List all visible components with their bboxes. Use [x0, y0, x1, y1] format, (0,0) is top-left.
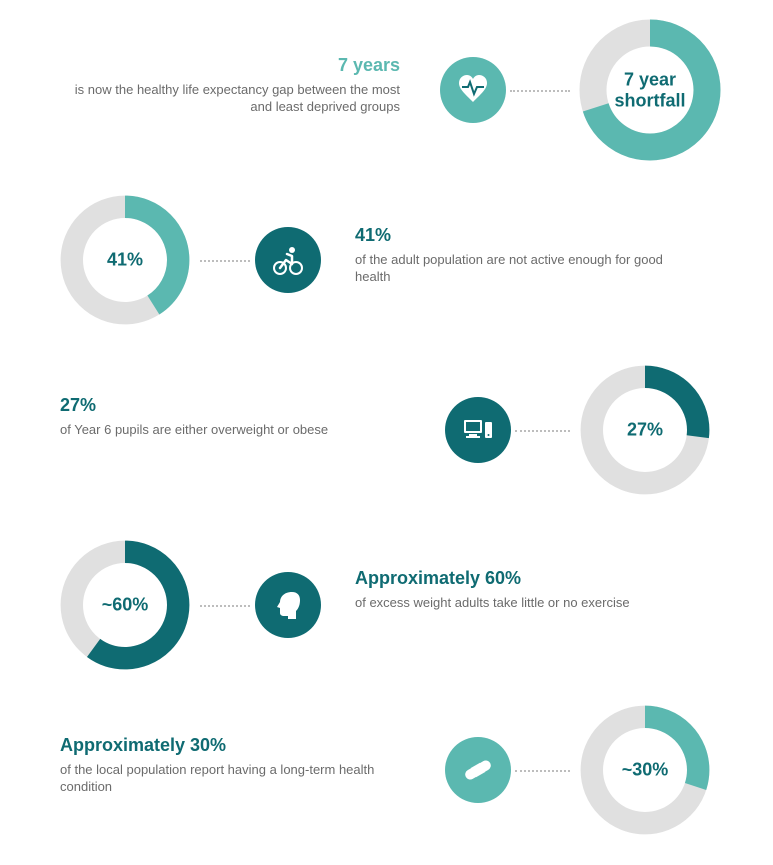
stat-5-donut: ~30% [575, 700, 715, 840]
stat-3-headline: 27% [60, 395, 410, 417]
stat-2-sub: of the adult population are not active e… [355, 251, 695, 286]
stat-1-sub: is now the healthy life expectancy gap b… [60, 81, 400, 116]
stat-4-headline: Approximately 60% [355, 568, 715, 590]
stat-1-text: 7 years is now the healthy life expectan… [60, 55, 400, 116]
stat-4-donut-label: ~60% [102, 595, 149, 616]
bandage-icon [445, 737, 511, 803]
stat-1-headline: 7 years [60, 55, 400, 77]
stat-4-donut: ~60% [55, 535, 195, 675]
heartbeat-icon [440, 57, 506, 123]
stat-5-headline: Approximately 30% [60, 735, 420, 757]
stat-2-donut: 41% [55, 190, 195, 330]
connector-3 [515, 430, 570, 432]
stat-3-donut-label: 27% [627, 420, 663, 441]
stat-1-donut-label: 7 year shortfall [613, 69, 688, 110]
bandage-svg [460, 752, 496, 788]
stat-4-text: Approximately 60% of excess weight adult… [355, 568, 715, 611]
connector-1 [510, 90, 570, 92]
stat-1-donut: 7 year shortfall [575, 15, 725, 165]
connector-2 [200, 260, 250, 262]
stat-3-text: 27% of Year 6 pupils are either overweig… [60, 395, 410, 438]
stat-3-sub: of Year 6 pupils are either overweight o… [60, 421, 410, 439]
connector-4 [200, 605, 250, 607]
heartbeat-svg [455, 72, 491, 108]
stat-5-sub: of the local population report having a … [60, 761, 420, 796]
connector-5 [515, 770, 570, 772]
stat-3-donut: 27% [575, 360, 715, 500]
stat-2-headline: 41% [355, 225, 695, 247]
brain-head-icon [255, 572, 321, 638]
cyclist-svg [270, 242, 306, 278]
cyclist-icon [255, 227, 321, 293]
stat-4-sub: of excess weight adults take little or n… [355, 594, 715, 612]
brain-svg [270, 587, 306, 623]
stat-5-text: Approximately 30% of the local populatio… [60, 735, 420, 796]
stat-2-donut-label: 41% [107, 250, 143, 271]
stat-5-donut-label: ~30% [622, 760, 669, 781]
computer-svg [460, 412, 496, 448]
stat-2-text: 41% of the adult population are not acti… [355, 225, 695, 286]
computer-icon [445, 397, 511, 463]
